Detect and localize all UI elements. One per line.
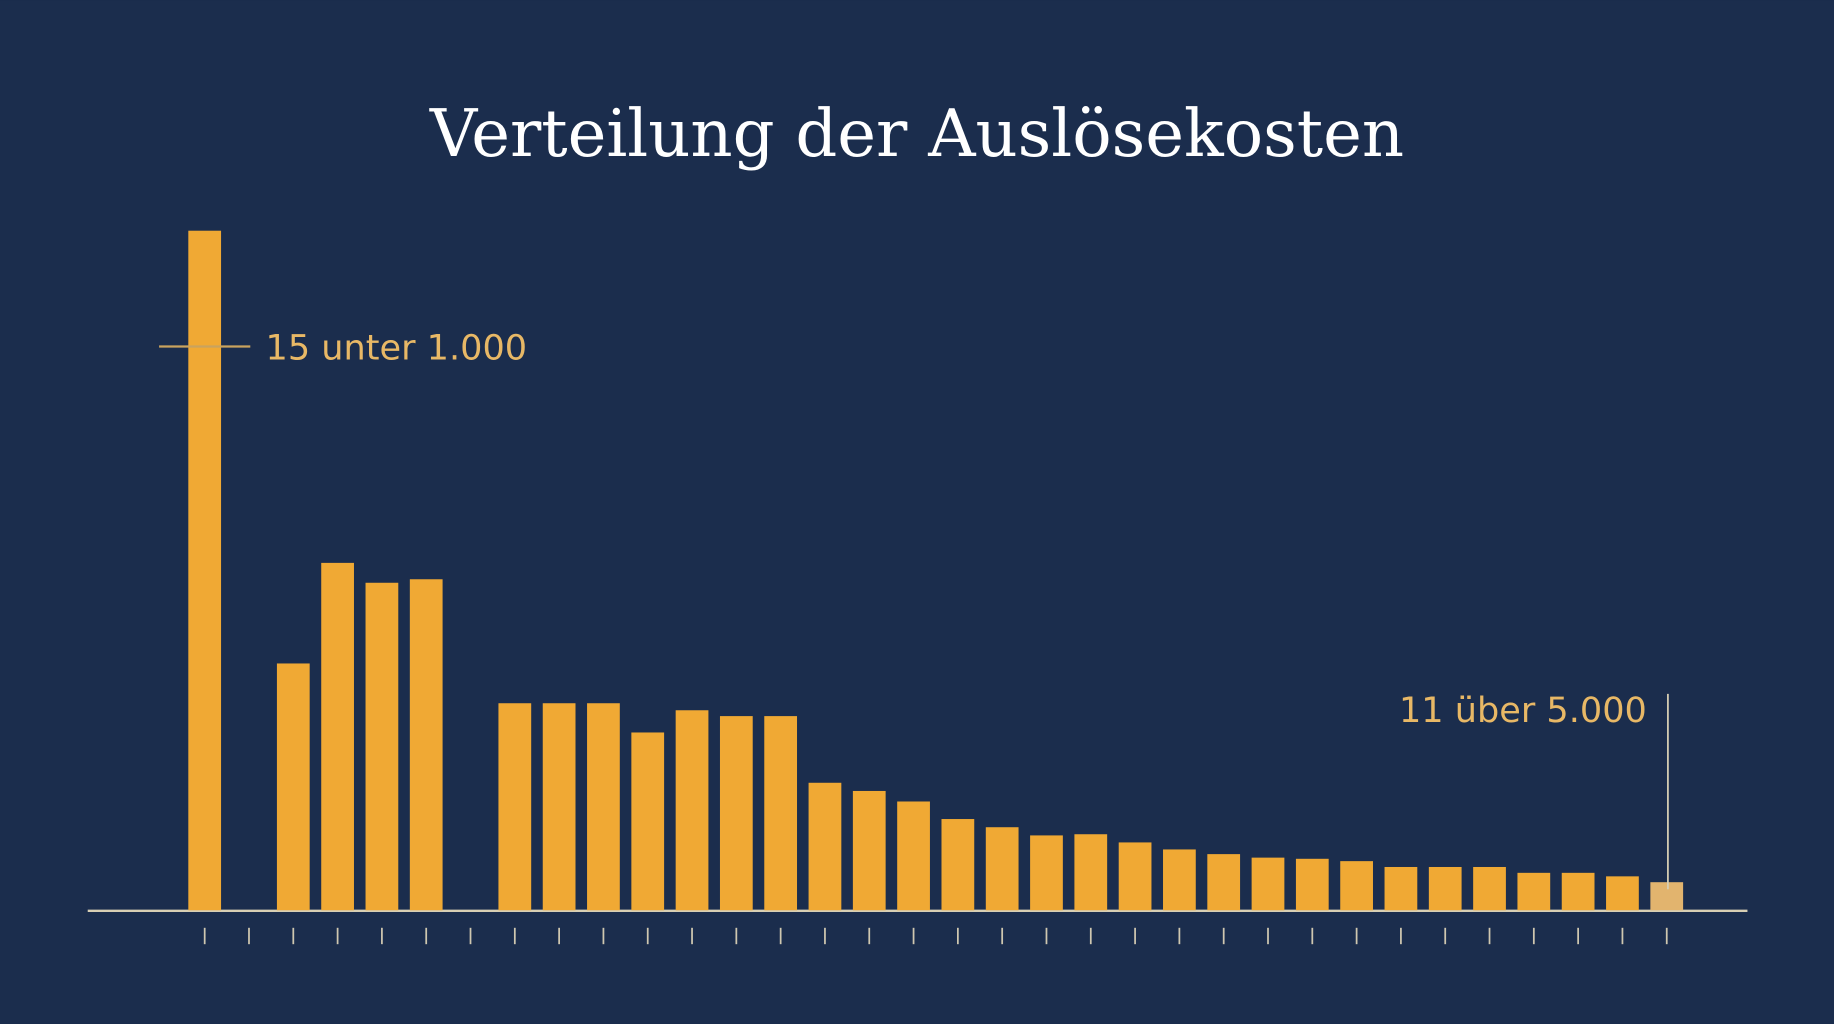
bar — [719, 716, 753, 911]
bar — [897, 801, 930, 911]
bar — [321, 562, 354, 911]
bar — [1340, 861, 1373, 911]
bar — [985, 827, 1019, 911]
bar — [764, 716, 798, 911]
bar — [1561, 872, 1595, 911]
bar — [409, 579, 443, 911]
bar — [365, 582, 399, 911]
bar — [808, 782, 842, 911]
bar — [276, 663, 310, 911]
bar — [1473, 866, 1506, 911]
bar — [542, 703, 576, 911]
bar — [1030, 835, 1063, 911]
bar — [675, 710, 709, 911]
bar — [1163, 849, 1196, 911]
chart-title: Verteilung der Auslösekosten — [429, 96, 1404, 172]
bar — [1428, 866, 1462, 911]
bar — [188, 230, 222, 911]
bar — [1517, 872, 1551, 911]
bar — [852, 790, 886, 911]
bar — [1118, 842, 1152, 911]
bar — [498, 703, 532, 911]
bar — [1384, 866, 1418, 911]
bar — [941, 819, 975, 911]
annotation: 15 unter 1.000 — [266, 327, 528, 368]
bar — [587, 703, 620, 911]
bar — [1606, 876, 1639, 911]
bar — [1074, 834, 1108, 911]
bar — [631, 732, 665, 911]
bar — [1207, 854, 1241, 911]
bar — [1295, 858, 1329, 911]
annotation: 11 über 5.000 — [1399, 690, 1647, 731]
bar — [1251, 857, 1285, 911]
bar — [1650, 882, 1684, 911]
